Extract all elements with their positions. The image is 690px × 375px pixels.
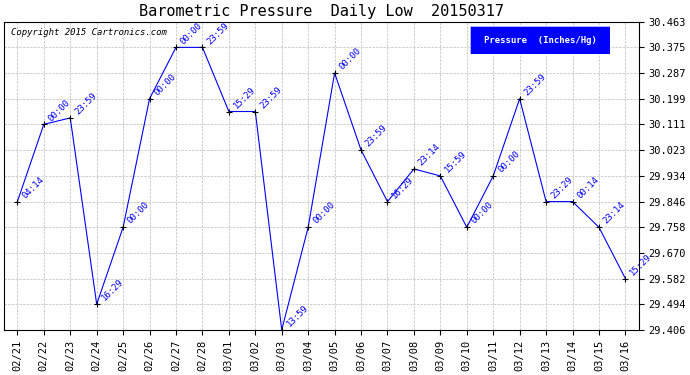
- Text: 23:59: 23:59: [364, 123, 389, 148]
- Text: 00:00: 00:00: [179, 21, 204, 46]
- Text: Copyright 2015 Cartronics.com: Copyright 2015 Cartronics.com: [10, 28, 166, 37]
- Text: 00:00: 00:00: [470, 201, 495, 226]
- Text: 00:00: 00:00: [47, 98, 72, 123]
- Text: 23:59: 23:59: [205, 21, 230, 46]
- Text: 00:00: 00:00: [337, 46, 363, 72]
- Text: 15:29: 15:29: [232, 85, 257, 110]
- Text: 23:59: 23:59: [258, 85, 284, 110]
- Text: 23:59: 23:59: [73, 91, 99, 117]
- Text: 23:29: 23:29: [549, 175, 574, 200]
- Text: 16:29: 16:29: [391, 175, 415, 200]
- Text: 00:00: 00:00: [152, 72, 178, 97]
- Text: 00:00: 00:00: [126, 201, 151, 226]
- Text: 13:59: 13:59: [284, 303, 310, 328]
- Text: 23:14: 23:14: [602, 201, 627, 226]
- Text: 00:14: 00:14: [575, 175, 601, 200]
- Text: 00:00: 00:00: [496, 149, 522, 174]
- Text: 16:29: 16:29: [99, 278, 125, 303]
- Text: 23:59: 23:59: [522, 72, 548, 97]
- Text: 23:14: 23:14: [417, 142, 442, 168]
- Text: 15:59: 15:59: [443, 149, 469, 174]
- Title: Barometric Pressure  Daily Low  20150317: Barometric Pressure Daily Low 20150317: [139, 4, 504, 19]
- Text: 04:14: 04:14: [20, 175, 46, 200]
- Text: 00:00: 00:00: [311, 201, 336, 226]
- Text: 15:29: 15:29: [628, 252, 653, 277]
